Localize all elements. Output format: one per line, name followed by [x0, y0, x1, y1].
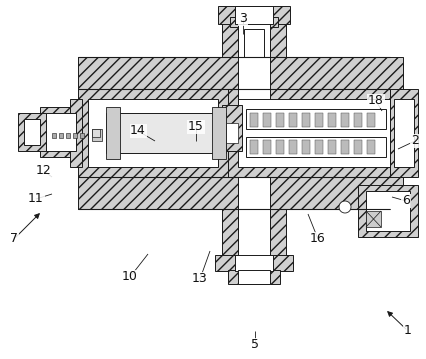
- Bar: [106, 107, 120, 159]
- Bar: [73, 133, 77, 138]
- Bar: [228, 270, 280, 284]
- Bar: [358, 185, 418, 237]
- Bar: [250, 140, 258, 154]
- Text: 12: 12: [36, 164, 52, 177]
- Text: 2: 2: [411, 135, 419, 148]
- Bar: [276, 113, 284, 127]
- Bar: [250, 113, 258, 127]
- Bar: [315, 113, 323, 127]
- Bar: [354, 140, 362, 154]
- Bar: [212, 107, 226, 159]
- Bar: [78, 89, 228, 177]
- Bar: [394, 99, 414, 167]
- Bar: [238, 270, 270, 284]
- Bar: [315, 140, 323, 154]
- Bar: [328, 113, 336, 127]
- Circle shape: [339, 201, 351, 213]
- Bar: [52, 133, 56, 138]
- Bar: [70, 99, 82, 167]
- Bar: [222, 177, 238, 259]
- Text: 7: 7: [10, 233, 18, 246]
- Bar: [246, 109, 386, 129]
- Bar: [46, 113, 76, 151]
- Bar: [230, 17, 278, 27]
- Text: 13: 13: [192, 272, 208, 285]
- Bar: [289, 113, 297, 127]
- Bar: [270, 177, 286, 259]
- Bar: [228, 89, 403, 177]
- Bar: [18, 113, 46, 151]
- Bar: [59, 133, 63, 138]
- Bar: [226, 123, 238, 143]
- Bar: [238, 14, 270, 109]
- Text: 14: 14: [130, 125, 146, 137]
- Bar: [235, 255, 273, 271]
- Bar: [341, 113, 349, 127]
- Bar: [222, 14, 238, 109]
- Text: 1: 1: [404, 325, 412, 337]
- Bar: [341, 140, 349, 154]
- Bar: [289, 140, 297, 154]
- Bar: [238, 177, 270, 259]
- Bar: [88, 99, 218, 167]
- Bar: [66, 133, 70, 138]
- Text: 10: 10: [122, 270, 138, 284]
- Bar: [106, 113, 226, 153]
- Bar: [78, 57, 403, 89]
- Bar: [354, 113, 362, 127]
- Bar: [80, 133, 84, 138]
- Bar: [238, 99, 393, 167]
- Bar: [40, 107, 82, 157]
- Text: 5: 5: [251, 339, 259, 351]
- Bar: [263, 113, 271, 127]
- Bar: [366, 191, 410, 231]
- Bar: [24, 119, 40, 145]
- Bar: [366, 211, 381, 227]
- Bar: [276, 140, 284, 154]
- Bar: [263, 140, 271, 154]
- Text: 15: 15: [188, 121, 204, 134]
- Bar: [246, 137, 386, 157]
- Bar: [78, 177, 403, 209]
- Text: 18: 18: [368, 94, 384, 107]
- Bar: [222, 105, 242, 151]
- Bar: [367, 113, 375, 127]
- Text: 6: 6: [402, 195, 410, 208]
- Bar: [270, 14, 286, 109]
- Bar: [302, 140, 310, 154]
- Bar: [92, 129, 102, 141]
- Bar: [367, 140, 375, 154]
- Text: 16: 16: [310, 233, 326, 246]
- Bar: [218, 6, 290, 24]
- Bar: [235, 6, 273, 24]
- Bar: [215, 255, 293, 271]
- Bar: [302, 113, 310, 127]
- Bar: [328, 140, 336, 154]
- Bar: [92, 129, 100, 137]
- Text: 3: 3: [239, 13, 247, 25]
- Bar: [244, 29, 264, 57]
- Bar: [238, 19, 270, 57]
- Bar: [390, 89, 418, 177]
- Text: 11: 11: [28, 192, 44, 205]
